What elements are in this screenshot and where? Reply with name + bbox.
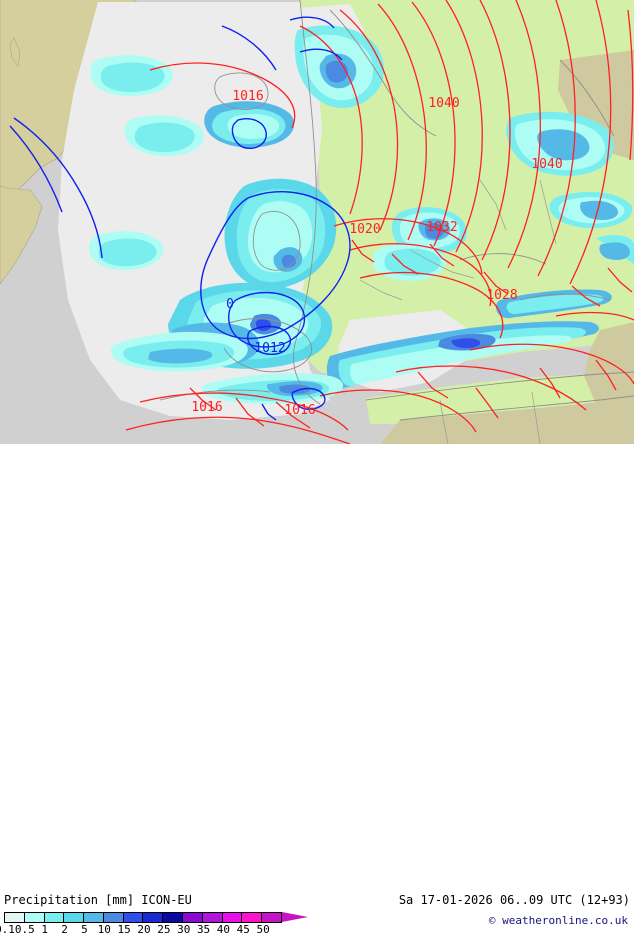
legend-tick-label: 2 [61,923,68,936]
legend-swatch [123,913,144,922]
country-border-layer [359,179,557,444]
legend-tick-label: 1 [41,923,49,936]
legend-swatch [24,913,45,922]
legend-tick-label: 45 [236,923,250,936]
legend-swatch [222,913,243,922]
svg-text:1032: 1032 [426,220,457,235]
legend-swatch [242,913,263,922]
legend-tick-label: 35 [196,923,211,936]
africa-interior-land [380,398,634,444]
legend-swatch [163,913,184,922]
legend-tick-label: 20 [137,923,151,936]
legend-swatch [262,913,281,922]
isobar-low-layer [9,16,351,421]
greenland-south-tip [0,185,43,285]
legend-tick-label: 25 [157,923,171,936]
legend-swatch [44,913,65,922]
legend-swatch [5,913,25,922]
legend-tick-label: 40 [216,923,231,936]
greenland-islet [9,37,21,67]
chart-title: Precipitation [mm] ICON-EU [4,893,192,907]
svg-text:1020: 1020 [349,222,380,237]
weather-map-graphic[interactable]: 1016 1040 1040 1020 1032 1028 1016 1016 … [0,0,634,444]
svg-text:1016: 1016 [284,403,315,418]
legend-tick-label: 0.5 [14,923,35,936]
map-panel[interactable]: 1016 1040 1040 1020 1032 1028 1016 1016 … [0,0,634,444]
legend-tick-label: 15 [117,923,131,936]
legend-tick-label: 30 [177,923,191,936]
legend-swatch [84,913,104,922]
copyright-label: © weatheronline.co.uk [488,914,628,927]
legend-overflow-arrow-icon [282,912,308,922]
precipitation-field [89,25,634,404]
valid-time-label: Sa 17-01-2026 06..09 UTC (12+93) [398,893,630,907]
svg-text:1016: 1016 [191,400,222,415]
isobar-label-layer: 1016 1040 1040 1020 1032 1028 1016 1016 … [191,89,562,418]
svg-text:1040: 1040 [428,96,459,111]
svg-text:0: 0 [226,297,234,312]
svg-text:1028: 1028 [486,288,517,303]
legend-tick-label: 50 [256,923,270,936]
coastline-layer [159,0,634,421]
legend-tick-label: 5 [81,923,88,936]
legend-tick-label: 0.1 [0,923,15,936]
legend-swatch [143,913,164,922]
map-footer: Precipitation [mm] ICON-EU Sa 17-01-2026… [0,444,634,936]
isobar-high-layer [125,0,634,444]
legend-tick-label: 10 [97,923,111,936]
legend-swatch [64,913,85,922]
legend-swatch [183,913,203,922]
legend-swatch [103,913,124,922]
svg-text:1016: 1016 [232,89,263,104]
svg-text:1012: 1012 [254,341,285,356]
legend-color-bar [4,912,282,923]
svg-text:1040: 1040 [531,157,562,172]
legend-swatch [202,913,223,922]
